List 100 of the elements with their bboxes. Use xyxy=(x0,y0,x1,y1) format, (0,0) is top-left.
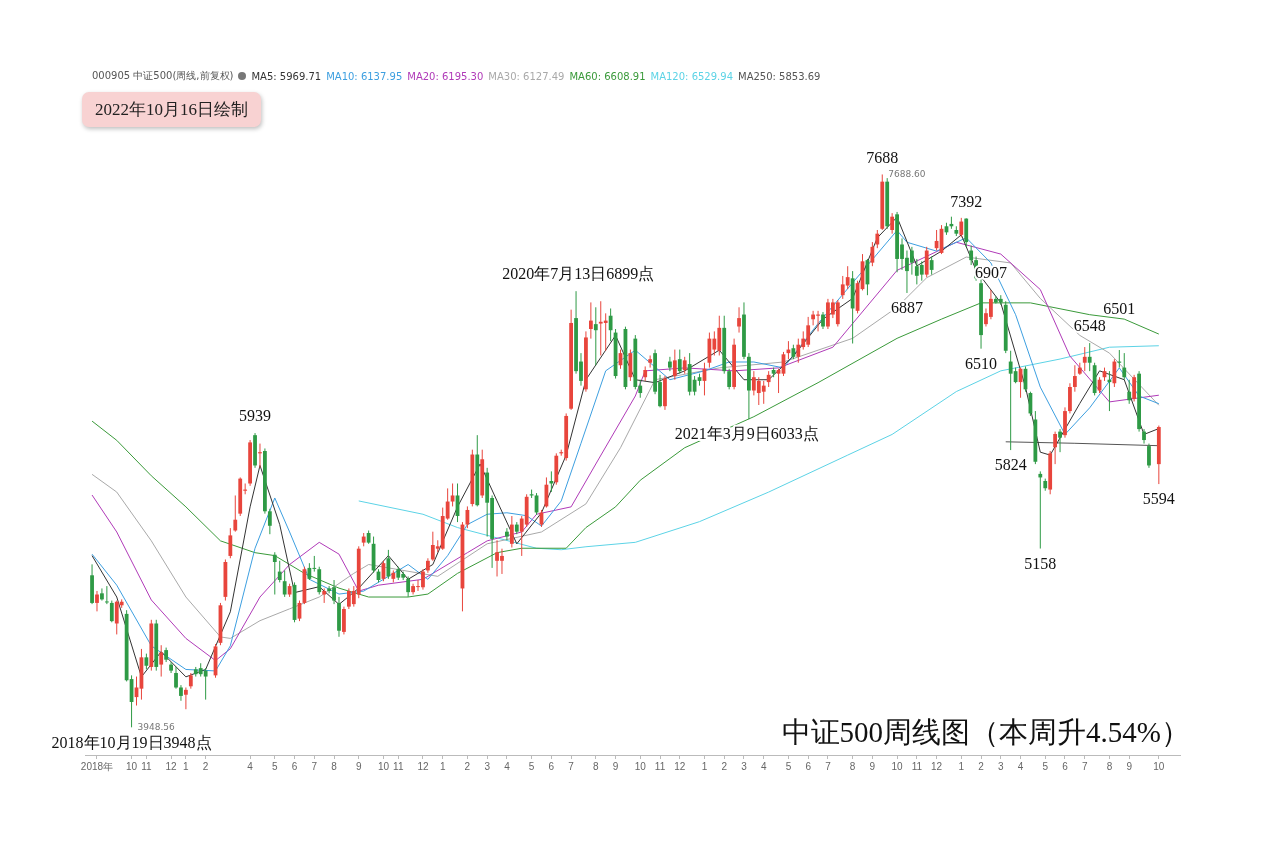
candlestick xyxy=(875,229,880,249)
candlestick xyxy=(1053,431,1058,465)
candlestick xyxy=(737,306,741,334)
x-tick-label: 9 xyxy=(1126,760,1133,772)
candlestick xyxy=(100,587,104,602)
x-tick-label: 6 xyxy=(1062,760,1069,772)
candlestick xyxy=(870,241,875,267)
candlestick xyxy=(1038,470,1043,550)
x-tick-label: 9 xyxy=(355,760,362,772)
candlestick xyxy=(672,349,677,381)
annotation: 7688.60 xyxy=(888,168,926,179)
x-tick-label: 7 xyxy=(1081,760,1088,772)
x-tick-label: 10 xyxy=(891,760,904,772)
candlestick xyxy=(593,306,598,366)
candlestick xyxy=(277,560,282,583)
candlestick xyxy=(1087,342,1092,372)
x-tick-label: 9 xyxy=(612,760,619,772)
candlestick xyxy=(258,443,262,469)
x-tick-label: 11 xyxy=(911,760,923,772)
legend-title: 000905 中证500(周线,前复权) xyxy=(92,69,234,83)
x-tick-label: 6 xyxy=(548,760,555,772)
candlestick xyxy=(929,256,934,276)
x-tick-label: 12 xyxy=(931,760,943,772)
candlestick xyxy=(505,527,509,541)
candlestick xyxy=(1122,352,1127,381)
x-tick-label: 1 xyxy=(701,760,708,772)
candlestick xyxy=(174,666,178,690)
x-tick-label: 12 xyxy=(165,760,178,772)
candlestick xyxy=(667,356,672,372)
annotation: 5939 xyxy=(239,407,272,425)
candlestick xyxy=(342,606,346,635)
candlestick xyxy=(761,380,766,405)
x-tick-label: 7 xyxy=(311,760,318,772)
candlestick xyxy=(835,299,840,328)
x-tick-label: 11 xyxy=(141,760,153,772)
x-tick-label: 12 xyxy=(674,760,686,772)
x-tick-label: 2 xyxy=(721,760,728,772)
candlestick xyxy=(95,590,99,612)
candlestick xyxy=(1127,379,1132,405)
text: MA20: 6195.30 xyxy=(407,70,484,82)
x-tick-label: 2 xyxy=(202,760,209,772)
x-tick-label: 10 xyxy=(1153,760,1165,772)
candlestick xyxy=(909,246,914,276)
x-tick-label: 5 xyxy=(272,760,279,772)
text: MA5: 5969.71 xyxy=(251,70,322,82)
x-tick-label: 9 xyxy=(869,760,876,772)
annotation: 5594 xyxy=(1142,490,1175,508)
x-tick-label: 8 xyxy=(331,760,338,772)
candlestick xyxy=(890,212,895,235)
annotation: 6510 xyxy=(965,354,998,372)
chart-subtitle: 2022年10月16日绘制 xyxy=(82,92,261,127)
x-tick-label: 4 xyxy=(1017,760,1024,772)
text: MA30: 6127.49 xyxy=(488,70,565,82)
candlestick xyxy=(183,686,188,710)
x-tick-label: 6 xyxy=(805,760,812,772)
x-tick-label: 1 xyxy=(183,760,190,772)
x-tick-label: 10 xyxy=(634,760,647,772)
annotation: 6548 xyxy=(1073,317,1106,335)
candlestick xyxy=(282,569,287,598)
candlestick xyxy=(964,217,969,248)
candlestick xyxy=(1117,349,1122,369)
x-tick-label: 1 xyxy=(958,760,965,772)
x-tick-label: 3 xyxy=(484,760,491,772)
candlestick xyxy=(1132,374,1137,402)
x-tick-label: 11 xyxy=(654,760,666,772)
x-tick-label: 10 xyxy=(377,760,390,772)
x-tick-label: 3 xyxy=(741,760,748,772)
annotation: 6887 xyxy=(890,299,923,317)
candlestick xyxy=(727,368,732,390)
candlestick xyxy=(104,585,109,605)
text: MA120: 6529.94 xyxy=(650,70,733,82)
x-tick-label: 2 xyxy=(464,760,471,772)
annotation: 5824 xyxy=(994,456,1027,474)
candlestick xyxy=(228,527,233,559)
candlestick xyxy=(608,307,613,342)
candlestick xyxy=(1082,346,1087,372)
x-tick-label: 2018年 xyxy=(80,760,114,772)
candlestick xyxy=(677,349,682,375)
candlestick xyxy=(109,600,114,623)
candlestick xyxy=(1058,428,1062,453)
candlestick xyxy=(588,301,593,340)
x-tick-label: 5 xyxy=(1042,760,1049,772)
candlestick xyxy=(203,667,208,701)
annotation: 2018年10月19日3948点 xyxy=(51,733,212,751)
x-tick-label: 10 xyxy=(126,760,138,772)
x-tick-label: 6 xyxy=(291,760,298,772)
x-tick-label: 7 xyxy=(568,760,575,772)
candlestick xyxy=(509,515,514,548)
x-tick-label: 4 xyxy=(760,760,767,772)
x-tick-label: 4 xyxy=(247,760,254,772)
candlestick xyxy=(969,245,974,266)
text: MA10: 6137.95 xyxy=(326,70,403,82)
candlestick xyxy=(169,661,173,674)
annotation: 7392 xyxy=(950,192,983,210)
x-tick-label: 8 xyxy=(593,760,600,772)
candlestick xyxy=(959,217,964,238)
candlestick xyxy=(1142,428,1146,445)
candlestick xyxy=(1147,443,1151,469)
candlestick xyxy=(1112,358,1117,388)
x-tick-label: 5 xyxy=(528,760,535,772)
